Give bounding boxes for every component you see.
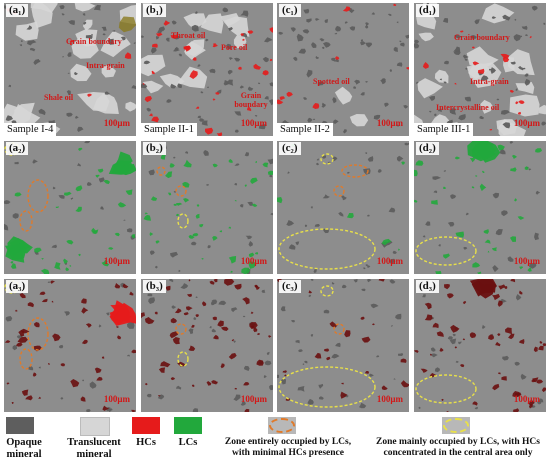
annotation: Intercrystalline oil xyxy=(436,103,500,112)
panel-d1: (d₁) Grain boundary Intra-grain Intercry… xyxy=(414,3,546,136)
translucent-swatch xyxy=(80,417,110,436)
panel-label: (c₁) xyxy=(279,4,301,17)
yellow-dashed-ellipse-icon xyxy=(443,418,469,433)
legend: Opaque mineral Translucent mineral HCs L… xyxy=(0,415,550,464)
micrograph-c3 xyxy=(277,279,409,409)
orange-dashed-ellipse-icon xyxy=(269,418,295,433)
opaque-swatch xyxy=(6,417,34,434)
panel-d2: (d₂) 100μm xyxy=(414,141,546,274)
panel-d3: (d₃) 100μm xyxy=(414,279,546,412)
annotation: Shale oil xyxy=(44,93,74,102)
annotation: Grain boundary xyxy=(66,37,122,46)
scale-bar-label: 100μm xyxy=(513,118,540,128)
legend-label: Opaque mineral xyxy=(6,437,42,460)
scale-bar-label: 100μm xyxy=(513,394,540,404)
legend-label: Translucent mineral xyxy=(67,437,121,460)
micrograph-a3 xyxy=(4,280,136,412)
zone-hcs-swatch xyxy=(442,417,470,434)
sample-label: Sample III-1 xyxy=(414,123,474,136)
panel-label: (b₃) xyxy=(143,280,166,293)
panel-b1: (b₁) Throat oil Pore oil Grain boundary … xyxy=(141,3,273,136)
zone-lcs-swatch xyxy=(268,417,296,434)
scale-bar-label: 100μm xyxy=(103,118,130,128)
scale-bar-label: 100μm xyxy=(513,256,540,266)
annotation: Intra-grain xyxy=(470,77,509,86)
micrograph-c1 xyxy=(277,3,409,134)
scale-bar-label: 100μm xyxy=(376,256,403,266)
panel-c2: (c₂) 100μm xyxy=(277,141,409,274)
sample-label: Sample II-2 xyxy=(277,123,333,136)
panel-b2: (b₂) 100μm xyxy=(141,141,273,274)
panel-label: (b₂) xyxy=(143,142,166,155)
annotation: Spotted oil xyxy=(313,77,350,86)
hcs-swatch xyxy=(132,417,160,434)
scale-bar-label: 100μm xyxy=(240,394,267,404)
figure-grid: (a₁) Grain boundary Intra-grain Shale oi… xyxy=(4,3,547,413)
annotation: Pore oil xyxy=(221,43,248,52)
panel-label: (a₁) xyxy=(6,4,29,17)
panel-label: (d₃) xyxy=(416,280,439,293)
panel-label: (c₃) xyxy=(279,280,301,293)
annotation: Throat oil xyxy=(171,31,206,40)
micrograph-a2 xyxy=(4,141,136,274)
panel-c3: (c₃) 100μm xyxy=(277,279,409,412)
panel-label: (d₂) xyxy=(416,142,439,155)
legend-label: HCs xyxy=(136,437,156,448)
micrograph-d3 xyxy=(414,279,546,412)
panel-c1: (c₁) Spotted oil 100μm Sample II-2 xyxy=(277,3,409,136)
legend-label: Zone mainly occupied by LCs, with HCs co… xyxy=(376,437,540,458)
panel-label: (a₂) xyxy=(6,142,29,155)
legend-label: Zone entirely occupied by LCs, with mini… xyxy=(224,437,352,458)
annotation: Intra-grain xyxy=(86,61,125,70)
panel-b3: (b₃) 100μm xyxy=(141,279,273,412)
panel-a1: (a₁) Grain boundary Intra-grain Shale oi… xyxy=(4,3,136,136)
sample-label: Sample I-4 xyxy=(4,123,57,136)
scale-bar-label: 100μm xyxy=(240,256,267,266)
scale-bar-label: 100μm xyxy=(376,118,403,128)
scale-bar-label: 100μm xyxy=(103,394,130,404)
micrograph-d1 xyxy=(414,3,546,136)
lcs-swatch xyxy=(174,417,202,434)
panel-label: (d₁) xyxy=(416,4,439,17)
micrograph-d2 xyxy=(414,141,542,274)
micrograph-c2 xyxy=(277,142,409,273)
panel-label: (c₂) xyxy=(279,142,301,155)
micrograph-b1 xyxy=(141,3,273,136)
panel-label: (b₁) xyxy=(143,4,166,17)
panel-label: (a₃) xyxy=(6,280,29,293)
panel-a2: (a₂) 100μm xyxy=(4,141,136,274)
micrograph-b2 xyxy=(143,144,273,274)
scale-bar-label: 100μm xyxy=(240,118,267,128)
sample-label: Sample II-1 xyxy=(141,123,197,136)
annotation: Grain boundary xyxy=(234,91,268,109)
scale-bar-label: 100μm xyxy=(376,394,403,404)
legend-label: LCs xyxy=(178,437,198,448)
panel-a3: (a₃) 100μm xyxy=(4,279,136,412)
micrograph-b3 xyxy=(141,279,273,412)
scale-bar-label: 100μm xyxy=(103,256,130,266)
annotation: Grain boundary xyxy=(454,33,510,42)
